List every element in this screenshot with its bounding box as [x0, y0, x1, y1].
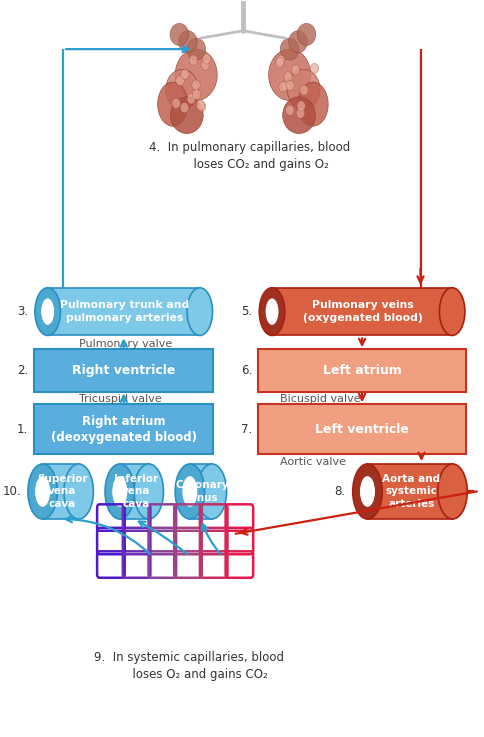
Ellipse shape: [172, 98, 180, 108]
Text: Coronary
sinus: Coronary sinus: [175, 481, 228, 503]
FancyBboxPatch shape: [120, 464, 149, 519]
Text: 8.: 8.: [334, 485, 345, 498]
Ellipse shape: [285, 105, 293, 115]
FancyBboxPatch shape: [43, 464, 78, 519]
Ellipse shape: [111, 475, 128, 507]
Ellipse shape: [264, 298, 278, 325]
Ellipse shape: [275, 57, 283, 68]
Ellipse shape: [282, 97, 315, 133]
Ellipse shape: [178, 31, 197, 53]
Text: 4.  In pulmonary capillaries, blood
      loses CO₂ and gains O₂: 4. In pulmonary capillaries, blood loses…: [149, 141, 350, 171]
Text: Tricuspid valve: Tricuspid valve: [79, 394, 162, 405]
Text: Aorta and
systemic
arteries: Aorta and systemic arteries: [381, 474, 439, 509]
Ellipse shape: [34, 475, 51, 507]
Text: Bicuspid valve: Bicuspid valve: [279, 394, 360, 405]
Ellipse shape: [28, 464, 57, 519]
Ellipse shape: [352, 464, 381, 519]
FancyBboxPatch shape: [258, 404, 465, 455]
Text: 6.: 6.: [241, 364, 252, 377]
Ellipse shape: [296, 108, 304, 119]
Ellipse shape: [182, 475, 197, 507]
Ellipse shape: [197, 464, 226, 519]
Ellipse shape: [166, 69, 198, 110]
Ellipse shape: [200, 60, 209, 70]
Ellipse shape: [64, 464, 93, 519]
Text: Pulmonary valve: Pulmonary valve: [79, 339, 172, 349]
Ellipse shape: [283, 72, 292, 82]
Text: Pulmonary trunk and
pulmonary arteries: Pulmonary trunk and pulmonary arteries: [60, 301, 189, 323]
FancyBboxPatch shape: [367, 464, 452, 519]
Ellipse shape: [189, 55, 197, 65]
Text: 2.: 2.: [16, 364, 28, 377]
Ellipse shape: [181, 69, 189, 80]
Ellipse shape: [157, 82, 188, 126]
FancyBboxPatch shape: [34, 349, 213, 392]
Ellipse shape: [287, 69, 319, 110]
FancyBboxPatch shape: [47, 287, 199, 335]
Text: 1.: 1.: [16, 422, 28, 436]
Ellipse shape: [186, 38, 205, 60]
Ellipse shape: [170, 24, 188, 46]
Ellipse shape: [291, 65, 299, 75]
Ellipse shape: [35, 287, 60, 335]
Ellipse shape: [175, 464, 204, 519]
Ellipse shape: [276, 55, 285, 66]
Text: Left ventricle: Left ventricle: [315, 422, 408, 436]
Ellipse shape: [285, 80, 294, 91]
Ellipse shape: [278, 82, 287, 92]
Ellipse shape: [192, 89, 200, 99]
Text: Inferior
vena
cava: Inferior vena cava: [113, 474, 157, 509]
Ellipse shape: [192, 80, 200, 90]
Ellipse shape: [297, 82, 328, 126]
Ellipse shape: [196, 100, 204, 111]
Ellipse shape: [187, 94, 195, 104]
Text: Left atrium: Left atrium: [322, 364, 401, 377]
Ellipse shape: [105, 464, 134, 519]
Text: 10.: 10.: [2, 485, 21, 498]
FancyBboxPatch shape: [190, 464, 212, 519]
Ellipse shape: [297, 24, 315, 46]
Text: Right ventricle: Right ventricle: [72, 364, 175, 377]
Ellipse shape: [175, 49, 217, 100]
Text: Aortic valve: Aortic valve: [279, 458, 345, 467]
Ellipse shape: [288, 31, 307, 53]
Ellipse shape: [134, 464, 163, 519]
Ellipse shape: [176, 76, 184, 86]
Text: 3.: 3.: [17, 305, 28, 318]
Ellipse shape: [310, 63, 318, 74]
FancyBboxPatch shape: [272, 287, 451, 335]
Ellipse shape: [41, 298, 55, 325]
Text: Pulmonary veins
(oxygenated blood): Pulmonary veins (oxygenated blood): [303, 301, 423, 323]
Ellipse shape: [281, 80, 289, 91]
Ellipse shape: [280, 38, 299, 60]
Ellipse shape: [359, 475, 375, 507]
Ellipse shape: [170, 97, 203, 133]
Text: 7.: 7.: [241, 422, 252, 436]
Text: 9.  In systemic capillaries, blood
      loses O₂ and gains CO₂: 9. In systemic capillaries, blood loses …: [94, 652, 284, 681]
Text: Superior
vena
cava: Superior vena cava: [37, 474, 87, 509]
Ellipse shape: [180, 102, 188, 113]
Ellipse shape: [299, 85, 308, 95]
Ellipse shape: [439, 287, 464, 335]
Ellipse shape: [259, 287, 284, 335]
Text: Right atrium
(deoxygenated blood): Right atrium (deoxygenated blood): [51, 415, 197, 444]
Ellipse shape: [268, 49, 310, 100]
FancyBboxPatch shape: [258, 349, 465, 392]
Ellipse shape: [202, 54, 211, 64]
Ellipse shape: [296, 101, 305, 111]
FancyBboxPatch shape: [34, 404, 213, 455]
Text: 5.: 5.: [241, 305, 252, 318]
Ellipse shape: [197, 102, 205, 112]
Ellipse shape: [187, 287, 212, 335]
Ellipse shape: [437, 464, 466, 519]
